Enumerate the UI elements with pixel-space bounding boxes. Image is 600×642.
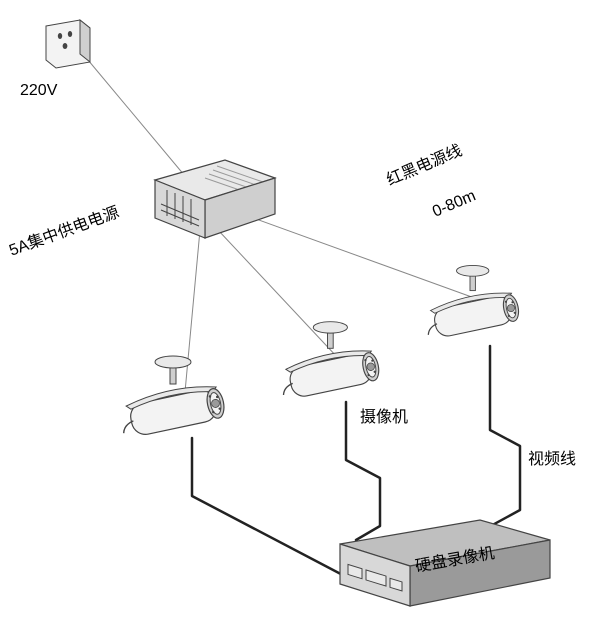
camera-2 (277, 322, 381, 401)
outlet-node (46, 20, 90, 68)
label-camera: 摄像机 (360, 403, 408, 427)
video-cam3 (465, 346, 520, 540)
camera-3 (422, 265, 521, 340)
video-cam1 (192, 438, 356, 582)
line-outlet-psu (88, 60, 195, 188)
label-video-cable: 视频线 (528, 445, 576, 469)
line-psu-cam3 (245, 215, 480, 300)
line-psu-cam1 (185, 230, 200, 392)
psu-node (155, 160, 275, 238)
label-voltage: 220V (20, 82, 57, 100)
line-psu-cam2 (218, 230, 338, 358)
diagram-canvas (0, 0, 600, 642)
power-lines (88, 60, 480, 392)
camera-1 (117, 356, 227, 439)
